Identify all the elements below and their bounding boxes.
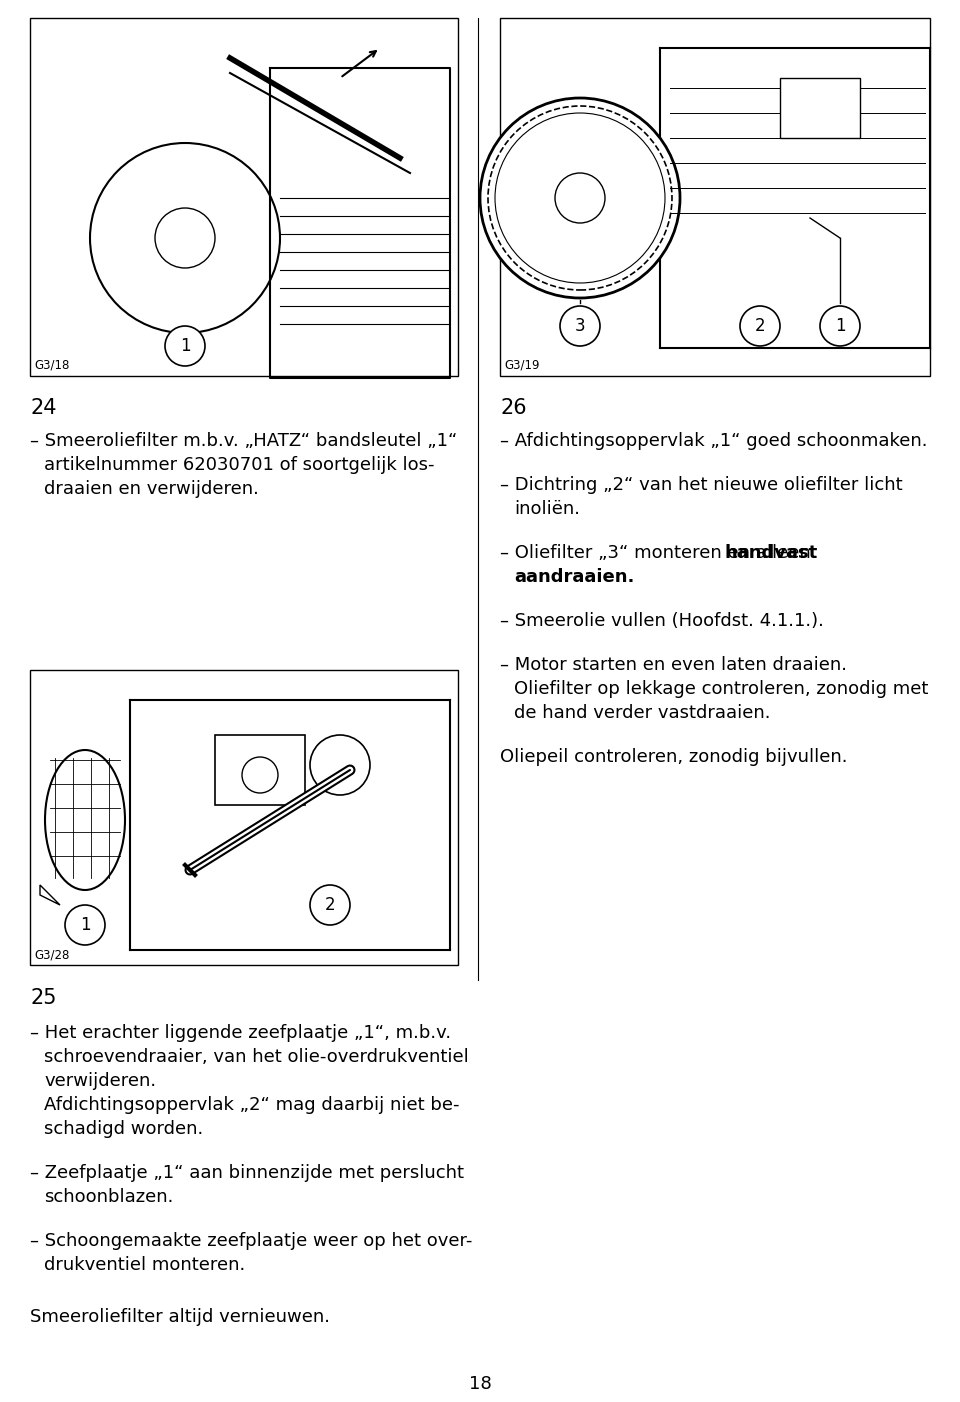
Text: Afdichtingsoppervlak „2“ mag daarbij niet be-: Afdichtingsoppervlak „2“ mag daarbij nie… <box>44 1096 460 1115</box>
Text: inoliën.: inoliën. <box>514 501 580 517</box>
Text: Smeeroliefilter altijd vernieuwen.: Smeeroliefilter altijd vernieuwen. <box>30 1308 330 1326</box>
Ellipse shape <box>45 750 125 890</box>
Text: 26: 26 <box>500 398 527 418</box>
Text: – Motor starten en even laten draaien.: – Motor starten en even laten draaien. <box>500 656 847 674</box>
Text: Oliepeil controleren, zonodig bijvullen.: Oliepeil controleren, zonodig bijvullen. <box>500 749 848 765</box>
Text: 1: 1 <box>834 317 846 335</box>
Text: – Oliefilter „3“ monteren en alleen: – Oliefilter „3“ monteren en alleen <box>500 544 817 562</box>
Bar <box>215 735 305 805</box>
Bar <box>500 18 930 376</box>
Circle shape <box>90 143 280 334</box>
Text: 1: 1 <box>180 336 190 355</box>
Bar <box>780 79 860 137</box>
Text: de hand verder vastdraaien.: de hand verder vastdraaien. <box>514 704 771 722</box>
Text: schoonblazen.: schoonblazen. <box>44 1187 174 1206</box>
Circle shape <box>740 306 780 346</box>
Circle shape <box>310 735 370 795</box>
Circle shape <box>560 306 600 346</box>
Text: G3/28: G3/28 <box>34 948 69 960</box>
Circle shape <box>480 98 680 299</box>
Circle shape <box>155 207 215 268</box>
Text: – Zeefplaatje „1“ aan binnenzijde met perslucht: – Zeefplaatje „1“ aan binnenzijde met pe… <box>30 1164 464 1182</box>
Text: G3/19: G3/19 <box>504 359 540 372</box>
Text: 1: 1 <box>80 916 90 934</box>
Text: – Het erachter liggende zeefplaatje „1“, m.b.v.: – Het erachter liggende zeefplaatje „1“,… <box>30 1023 451 1042</box>
Text: – Smeerolie vullen (Hoofdst. 4.1.1.).: – Smeerolie vullen (Hoofdst. 4.1.1.). <box>500 613 824 629</box>
Text: – Afdichtingsoppervlak „1“ goed schoonmaken.: – Afdichtingsoppervlak „1“ goed schoonma… <box>500 432 927 450</box>
Text: 2: 2 <box>324 896 335 914</box>
Bar <box>30 670 458 965</box>
Bar <box>30 18 458 376</box>
Text: 3: 3 <box>575 317 586 335</box>
Circle shape <box>820 306 860 346</box>
Text: 2: 2 <box>755 317 765 335</box>
Text: verwijderen.: verwijderen. <box>44 1073 156 1089</box>
Text: schroevendraaier, van het olie-overdrukventiel: schroevendraaier, van het olie-overdrukv… <box>44 1049 468 1066</box>
Circle shape <box>555 172 605 223</box>
Circle shape <box>495 114 665 283</box>
Text: 25: 25 <box>30 988 57 1008</box>
Text: schadigd worden.: schadigd worden. <box>44 1120 204 1138</box>
Text: Oliefilter op lekkage controleren, zonodig met: Oliefilter op lekkage controleren, zonod… <box>514 680 928 698</box>
Polygon shape <box>40 885 60 906</box>
Text: handvast: handvast <box>724 544 817 562</box>
Text: 24: 24 <box>30 398 57 418</box>
Text: artikelnummer 62030701 of soortgelijk los-: artikelnummer 62030701 of soortgelijk lo… <box>44 456 435 474</box>
Circle shape <box>310 885 350 925</box>
Text: G3/18: G3/18 <box>34 359 69 372</box>
Text: – Smeeroliefilter m.b.v. „HATZ“ bandsleutel „1“: – Smeeroliefilter m.b.v. „HATZ“ bandsleu… <box>30 432 457 450</box>
Text: draaien en verwijderen.: draaien en verwijderen. <box>44 479 259 498</box>
Text: drukventiel monteren.: drukventiel monteren. <box>44 1256 245 1274</box>
Circle shape <box>165 327 205 366</box>
Text: – Dichtring „2“ van het nieuwe oliefilter licht: – Dichtring „2“ van het nieuwe oliefilte… <box>500 477 902 494</box>
Circle shape <box>242 757 278 794</box>
Circle shape <box>65 906 105 945</box>
Text: – Schoongemaakte zeefplaatje weer op het over-: – Schoongemaakte zeefplaatje weer op het… <box>30 1232 472 1251</box>
Text: aandraaien.: aandraaien. <box>514 568 635 586</box>
Text: 18: 18 <box>468 1375 492 1394</box>
